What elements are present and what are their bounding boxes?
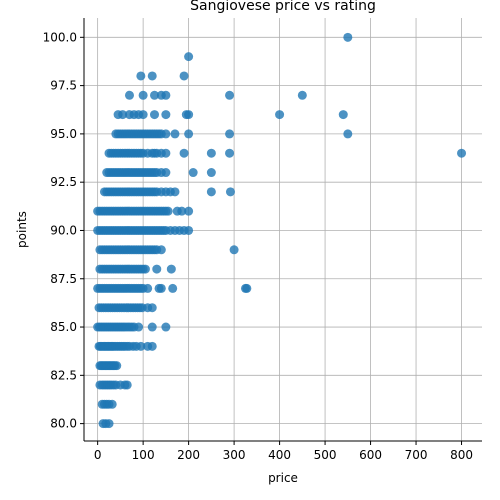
- data-point: [161, 148, 171, 158]
- data-point: [242, 283, 252, 293]
- x-tick-label: 600: [359, 448, 382, 462]
- data-point: [168, 283, 178, 293]
- data-point: [179, 148, 189, 158]
- data-point: [275, 110, 285, 120]
- x-tick-label: 400: [268, 448, 291, 462]
- x-tick-label: 0: [94, 448, 102, 462]
- data-point: [184, 52, 194, 62]
- data-point: [188, 168, 198, 178]
- data-points: [93, 32, 467, 429]
- data-point: [343, 129, 353, 139]
- y-tick-label: 80.0: [50, 417, 77, 431]
- data-point: [184, 110, 194, 120]
- x-tick-label: 300: [223, 448, 246, 462]
- data-point: [161, 129, 171, 139]
- data-point: [147, 322, 157, 332]
- data-point: [107, 399, 117, 409]
- data-point: [104, 419, 114, 429]
- data-point: [206, 148, 216, 158]
- y-tick-label: 82.5: [50, 368, 77, 382]
- data-point: [147, 341, 157, 351]
- data-point: [297, 90, 307, 100]
- data-point: [112, 361, 122, 371]
- data-point: [136, 71, 146, 81]
- data-point: [225, 187, 235, 197]
- chart-title: Sangiovese price vs rating: [190, 0, 376, 14]
- data-point: [138, 90, 148, 100]
- data-point: [161, 90, 171, 100]
- data-point: [156, 245, 166, 255]
- x-ticks: 0 100 200 300 400 500 600 700 800: [94, 441, 473, 462]
- data-point: [147, 303, 157, 313]
- data-point: [163, 206, 173, 216]
- data-point: [161, 110, 171, 120]
- data-point: [170, 187, 180, 197]
- data-point: [457, 148, 467, 158]
- data-point: [161, 322, 171, 332]
- y-tick-label: 92.5: [50, 175, 77, 189]
- data-point: [156, 283, 166, 293]
- data-point: [225, 148, 235, 158]
- y-axis-label: points: [15, 211, 29, 248]
- data-point: [170, 129, 180, 139]
- data-point: [147, 71, 157, 81]
- y-tick-label: 100.0: [43, 30, 77, 44]
- data-point: [124, 90, 134, 100]
- y-ticks: 80.0 82.5 85.0 87.5 90.0 92.5 95.0 97.5 100.0: [43, 30, 84, 431]
- data-point: [118, 110, 128, 120]
- y-tick-label: 95.0: [50, 127, 77, 141]
- data-point: [161, 168, 171, 178]
- data-point: [343, 32, 353, 42]
- x-tick-label: 800: [450, 448, 473, 462]
- data-point: [143, 283, 153, 293]
- data-point: [138, 110, 148, 120]
- data-point: [229, 245, 239, 255]
- x-tick-label: 700: [405, 448, 428, 462]
- data-point: [150, 110, 160, 120]
- x-tick-label: 200: [177, 448, 200, 462]
- data-point: [177, 206, 187, 216]
- data-point: [134, 322, 144, 332]
- x-axis-label: price: [268, 471, 298, 485]
- y-tick-label: 85.0: [50, 320, 77, 334]
- data-point: [206, 187, 216, 197]
- data-point: [140, 264, 150, 274]
- data-point: [166, 264, 176, 274]
- data-point: [184, 129, 194, 139]
- data-point: [122, 380, 132, 390]
- y-tick-label: 87.5: [50, 272, 77, 286]
- data-point: [184, 206, 194, 216]
- data-point: [225, 129, 235, 139]
- data-point: [152, 264, 162, 274]
- data-point: [150, 90, 160, 100]
- y-tick-label: 97.5: [50, 79, 77, 93]
- data-point: [179, 71, 189, 81]
- y-tick-label: 90.0: [50, 223, 77, 237]
- data-point: [225, 90, 235, 100]
- x-tick-label: 500: [314, 448, 337, 462]
- x-tick-label: 100: [132, 448, 155, 462]
- data-point: [184, 225, 194, 235]
- data-point: [206, 168, 216, 178]
- data-point: [136, 341, 146, 351]
- data-point: [338, 110, 348, 120]
